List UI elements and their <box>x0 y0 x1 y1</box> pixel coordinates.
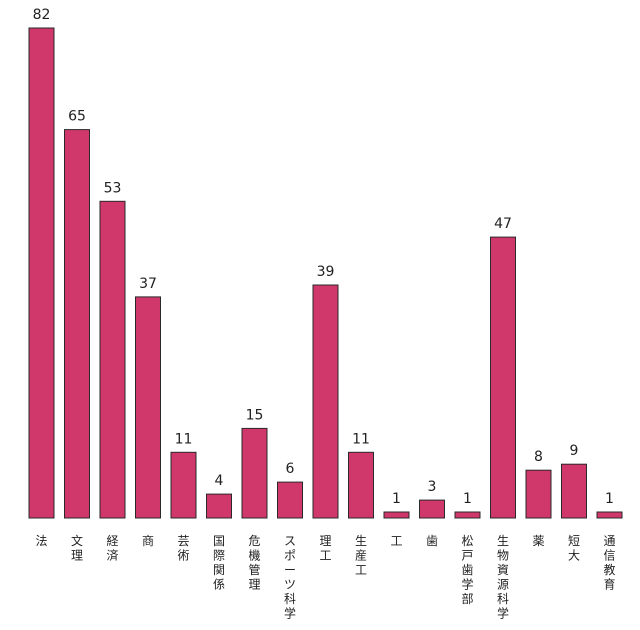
value-label-6: 15 <box>246 407 264 423</box>
category-label-9: 生産工 <box>355 534 367 577</box>
bar-10 <box>383 511 410 519</box>
bar-2 <box>99 200 126 519</box>
category-label-1: 文理 <box>71 533 83 563</box>
bar-12 <box>454 511 481 519</box>
value-label-9: 11 <box>352 431 370 447</box>
value-label-15: 9 <box>570 443 579 459</box>
value-label-10: 1 <box>392 491 401 507</box>
category-label-12: 松戸歯学部 <box>461 534 473 606</box>
bar-8 <box>312 284 339 519</box>
bar-13 <box>490 236 516 519</box>
value-label-1: 65 <box>68 109 86 125</box>
value-label-13: 47 <box>494 216 512 232</box>
value-label-12: 1 <box>463 491 472 507</box>
bar-5 <box>206 493 232 519</box>
category-label-15: 短大 <box>568 534 580 563</box>
value-label-7: 6 <box>286 461 295 477</box>
category-label-6: 危機管理 <box>248 534 260 592</box>
bar-7 <box>277 481 303 519</box>
category-label-5: 国際関係 <box>213 534 225 592</box>
value-label-3: 37 <box>139 276 157 292</box>
value-label-4: 11 <box>175 431 193 447</box>
bars-group <box>28 27 623 519</box>
bar-16 <box>596 511 623 519</box>
bar-4 <box>170 451 197 519</box>
value-label-14: 8 <box>534 449 543 465</box>
category-label-4: 芸術 <box>177 534 189 563</box>
value-label-2: 53 <box>104 180 122 196</box>
category-label-0: 法 <box>35 534 47 548</box>
category-label-16: 通信教育 <box>603 534 615 592</box>
value-label-5: 4 <box>215 473 224 489</box>
value-label-0: 82 <box>33 7 51 23</box>
category-label-2: 経済 <box>106 534 118 563</box>
bar-6 <box>241 427 268 519</box>
category-label-8: 理工 <box>319 534 331 563</box>
category-label-13: 生物資源科学 <box>497 534 509 621</box>
bar-15 <box>561 463 587 519</box>
bar-3 <box>135 296 161 519</box>
category-label-7: スポーツ科学 <box>284 534 296 621</box>
bar-11 <box>419 499 445 519</box>
category-label-14: 薬 <box>532 534 544 548</box>
bar-14 <box>525 469 552 519</box>
category-label-3: 商 <box>142 533 154 548</box>
bar-1 <box>64 129 90 519</box>
value-label-8: 39 <box>317 264 335 280</box>
category-label-11: 歯 <box>426 534 438 548</box>
category-label-10: 工 <box>390 534 402 548</box>
bar-0 <box>28 27 55 519</box>
value-label-11: 3 <box>428 479 437 495</box>
value-label-16: 1 <box>605 491 614 507</box>
bar-9 <box>348 451 374 519</box>
